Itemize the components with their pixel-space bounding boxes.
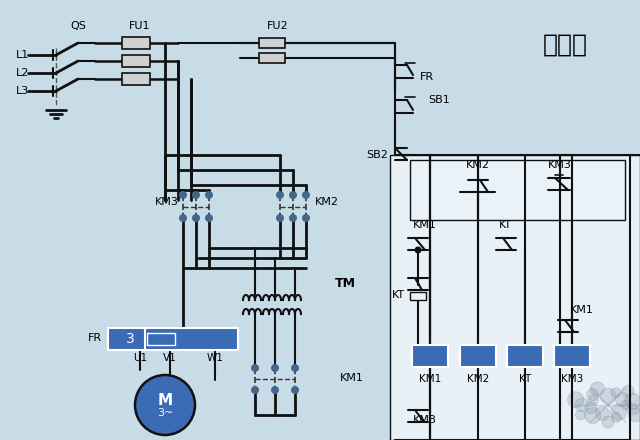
- Circle shape: [302, 191, 310, 199]
- Bar: [122, 55, 150, 67]
- Circle shape: [192, 191, 200, 199]
- Circle shape: [575, 398, 589, 412]
- Circle shape: [602, 416, 614, 428]
- Circle shape: [588, 395, 598, 405]
- Circle shape: [585, 407, 601, 424]
- Text: KM1: KM1: [413, 220, 437, 230]
- Bar: [108, 328, 238, 350]
- Text: M: M: [157, 392, 173, 407]
- Text: KM1: KM1: [419, 374, 441, 384]
- Text: KM3: KM3: [548, 160, 572, 170]
- Bar: [410, 160, 625, 220]
- Text: KM1: KM1: [570, 305, 594, 315]
- Circle shape: [575, 410, 586, 420]
- Text: KT: KT: [392, 290, 404, 300]
- Text: SB1: SB1: [428, 95, 450, 105]
- Circle shape: [622, 385, 634, 397]
- Circle shape: [179, 214, 187, 222]
- Bar: [554, 345, 590, 367]
- Text: KT: KT: [519, 374, 531, 384]
- Circle shape: [616, 393, 630, 407]
- Bar: [147, 333, 175, 345]
- Circle shape: [611, 404, 627, 420]
- Circle shape: [291, 364, 299, 372]
- Circle shape: [271, 364, 279, 372]
- Circle shape: [587, 389, 598, 400]
- Circle shape: [192, 214, 200, 222]
- Text: KM2: KM2: [466, 160, 490, 170]
- Circle shape: [611, 412, 621, 422]
- Text: KM1: KM1: [340, 373, 364, 383]
- Bar: [122, 73, 150, 85]
- Text: SB2: SB2: [366, 150, 388, 160]
- Text: 接线图: 接线图: [543, 33, 588, 57]
- Text: FU2: FU2: [267, 21, 289, 31]
- Circle shape: [291, 386, 299, 394]
- Bar: [412, 345, 448, 367]
- Circle shape: [205, 214, 213, 222]
- Text: KM3: KM3: [155, 197, 179, 207]
- Circle shape: [179, 191, 187, 199]
- Circle shape: [251, 364, 259, 372]
- Circle shape: [625, 393, 640, 409]
- Circle shape: [289, 191, 297, 199]
- Circle shape: [591, 382, 605, 396]
- Bar: [259, 53, 285, 63]
- Circle shape: [271, 386, 279, 394]
- Text: KM2: KM2: [467, 374, 489, 384]
- Text: 3: 3: [125, 332, 134, 346]
- Circle shape: [251, 386, 259, 394]
- Circle shape: [135, 375, 195, 435]
- Circle shape: [205, 191, 213, 199]
- Circle shape: [276, 191, 284, 199]
- Text: FR: FR: [420, 72, 434, 82]
- Text: L2: L2: [16, 68, 29, 78]
- Text: KM3: KM3: [561, 374, 583, 384]
- Text: TM: TM: [335, 276, 355, 290]
- Circle shape: [415, 246, 422, 253]
- Text: 3~: 3~: [157, 408, 173, 418]
- Text: KM2: KM2: [315, 197, 339, 207]
- Circle shape: [621, 400, 631, 410]
- Circle shape: [302, 214, 310, 222]
- Circle shape: [627, 403, 639, 415]
- Circle shape: [289, 214, 297, 222]
- Text: W1: W1: [207, 353, 223, 363]
- Text: U1: U1: [133, 353, 147, 363]
- Bar: [122, 37, 150, 49]
- Text: KM3: KM3: [413, 415, 437, 425]
- Text: L1: L1: [16, 50, 29, 60]
- Bar: [507, 345, 543, 367]
- Circle shape: [585, 402, 597, 414]
- Bar: [390, 155, 640, 440]
- Circle shape: [276, 214, 284, 222]
- Text: FR: FR: [88, 333, 102, 343]
- Bar: [460, 345, 496, 367]
- Text: FU1: FU1: [129, 21, 151, 31]
- Circle shape: [611, 388, 621, 398]
- Bar: [259, 38, 285, 48]
- Text: V1: V1: [163, 353, 177, 363]
- Circle shape: [568, 392, 584, 408]
- Circle shape: [595, 407, 609, 421]
- Circle shape: [600, 388, 616, 404]
- Text: KT: KT: [499, 220, 511, 230]
- Text: QS: QS: [70, 21, 86, 31]
- Circle shape: [628, 408, 640, 422]
- Bar: [410, 292, 426, 300]
- Text: L3: L3: [16, 86, 29, 96]
